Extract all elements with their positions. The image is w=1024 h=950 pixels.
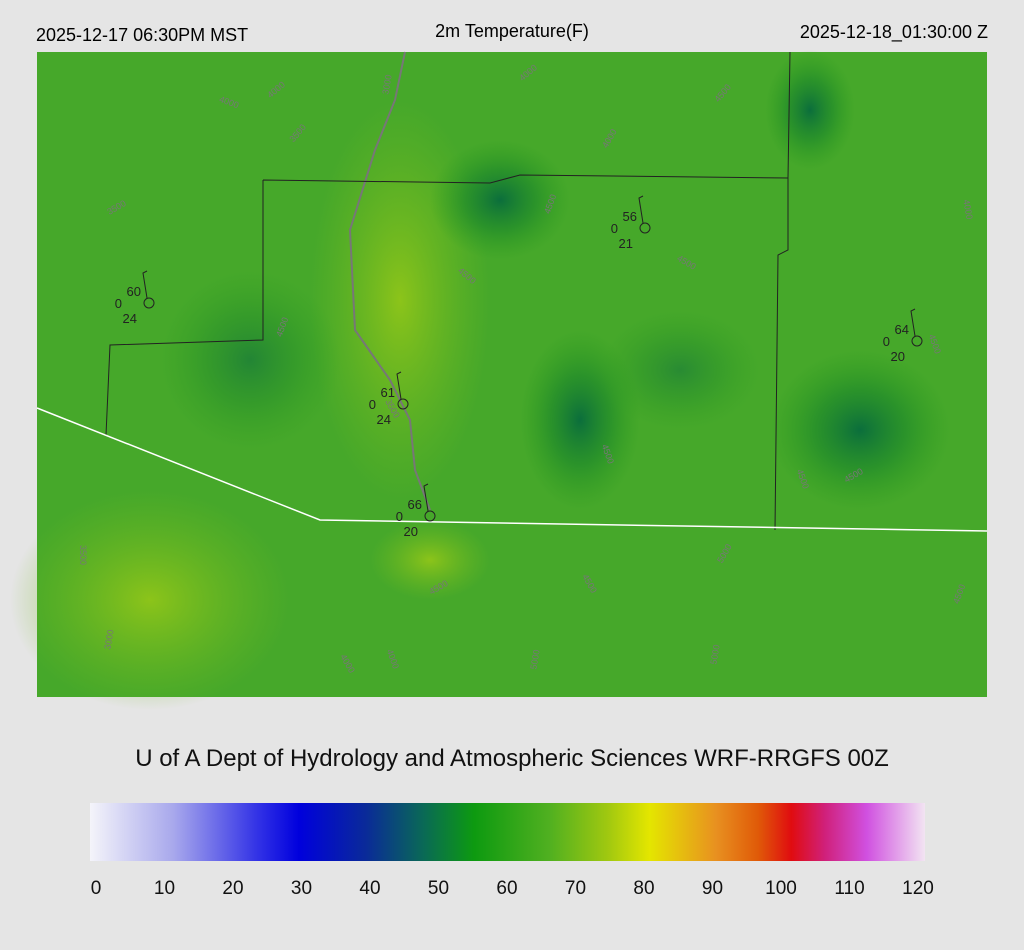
wind-barb: [638, 195, 644, 224]
contour-label: 3000: [102, 629, 115, 650]
map: [10, 50, 988, 710]
contour-label: 3500: [78, 545, 88, 565]
colorbar-tick-label: 70: [565, 878, 586, 899]
contour-label: 5000: [708, 644, 721, 665]
colorbar-tick-label: 0: [91, 878, 102, 899]
station-circle: [424, 510, 436, 522]
colorbar-tick-label: 120: [902, 878, 934, 899]
colorbar-tick-label: 40: [359, 878, 380, 899]
station-dewpoint: 20: [404, 524, 418, 539]
wind-barb: [396, 371, 402, 400]
station-dewpoint: 24: [123, 311, 137, 326]
colorbar-tick-label: 30: [291, 878, 312, 899]
wind-barb: [423, 483, 429, 512]
station-wx: 0: [369, 397, 376, 412]
colorbar-tick-label: 110: [834, 878, 864, 899]
wind-barb: [142, 270, 148, 299]
colorbar-tick-label: 20: [222, 878, 243, 899]
station-wx: 0: [115, 296, 122, 311]
station-temp: 60: [127, 284, 141, 299]
station-temp: 64: [895, 322, 909, 337]
colorbar-tick-label: 10: [154, 878, 175, 899]
local-time: 2025-12-17 06:30PM MST: [36, 25, 248, 45]
contour-label: 5000: [528, 649, 541, 670]
station-wx: 0: [611, 221, 618, 236]
contour-label: 4000: [961, 199, 974, 220]
colorbar-tick-label: 90: [702, 878, 723, 899]
valid-time: 2025-12-18_01:30:00 Z: [800, 22, 988, 43]
station-wx: 0: [396, 509, 403, 524]
station-temp: 61: [381, 385, 395, 400]
station-circle: [639, 222, 651, 234]
station-dewpoint: 24: [377, 412, 391, 427]
colorbar-tick-label: 100: [765, 878, 797, 899]
map-title: 2m Temperature(F): [435, 21, 589, 41]
contour-label: 3000: [380, 74, 393, 95]
station-wx: 0: [883, 334, 890, 349]
station-dewpoint: 21: [619, 236, 633, 251]
colorbar: [90, 803, 925, 861]
station-temp: 66: [408, 497, 422, 512]
station-temp: 56: [623, 209, 637, 224]
colorbar-tick-label: 50: [428, 878, 449, 899]
wind-barb: [910, 308, 916, 337]
station-circle: [397, 398, 409, 410]
station-circle: [911, 335, 923, 347]
colorbar-tick-label: 60: [496, 878, 517, 899]
station-dewpoint: 20: [891, 349, 905, 364]
colorbar-tick-label: 80: [633, 878, 654, 899]
credit: U of A Dept of Hydrology and Atmospheric…: [135, 745, 889, 772]
station-circle: [143, 297, 155, 309]
